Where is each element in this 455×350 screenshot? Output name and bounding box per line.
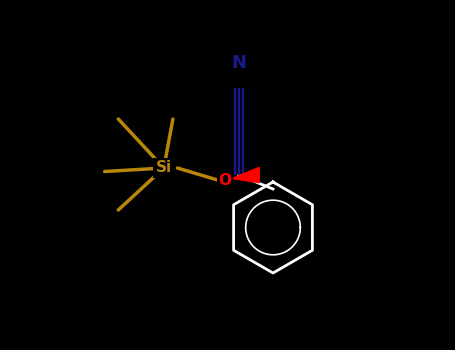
Polygon shape (232, 167, 259, 183)
Text: Si: Si (156, 161, 172, 175)
Text: O: O (219, 173, 232, 188)
Text: N: N (232, 54, 246, 72)
